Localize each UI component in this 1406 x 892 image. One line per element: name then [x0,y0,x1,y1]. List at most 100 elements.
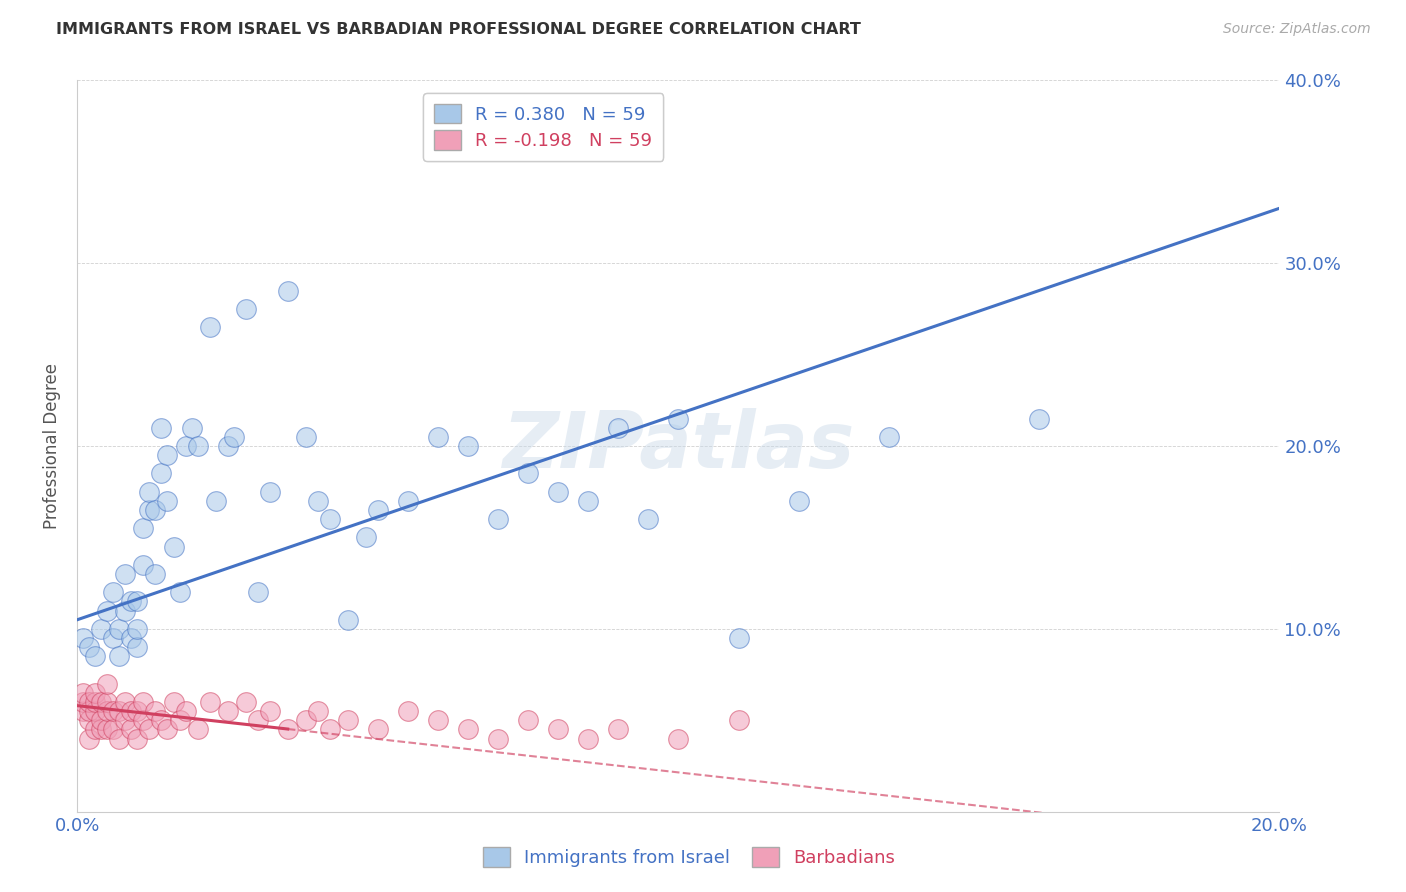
Text: Source: ZipAtlas.com: Source: ZipAtlas.com [1223,22,1371,37]
Point [108,731,131,746]
Point [156,723,179,737]
Point [84,723,107,737]
Point [103,723,125,737]
Point [547,484,569,499]
Point [103,585,125,599]
Point [336,714,359,728]
Point [174,704,197,718]
Point [246,585,269,599]
Point [96,723,118,737]
Point [96,704,118,718]
Legend: R = 0.380   N = 59, R = -0.198   N = 59: R = 0.380 N = 59, R = -0.198 N = 59 [423,93,664,161]
Point [132,558,155,572]
Point [486,731,509,746]
Point [180,421,202,435]
Text: IMMIGRANTS FROM ISRAEL VS BARBADIAN PROFESSIONAL DEGREE CORRELATION CHART: IMMIGRANTS FROM ISRAEL VS BARBADIAN PROF… [56,22,860,37]
Point [114,695,136,709]
Point [576,493,599,508]
Point [72,631,94,645]
Point [367,723,389,737]
Point [222,430,245,444]
Point [138,503,160,517]
Point [294,430,316,444]
Point [90,714,112,728]
Point [259,484,281,499]
Point [246,714,269,728]
Point [427,430,450,444]
Point [127,622,149,636]
Point [132,695,155,709]
Point [727,631,749,645]
Point [517,714,540,728]
Point [79,695,101,709]
Point [138,723,160,737]
Point [277,723,299,737]
Point [120,631,142,645]
Point [150,714,173,728]
Point [72,686,94,700]
Point [114,714,136,728]
Point [156,448,179,462]
Point [103,631,125,645]
Point [367,503,389,517]
Point [319,723,342,737]
Point [787,493,810,508]
Point [187,439,209,453]
Y-axis label: Professional Degree: Professional Degree [44,363,62,529]
Point [637,512,659,526]
Point [145,567,167,582]
Point [517,467,540,481]
Point [84,695,107,709]
Point [396,493,419,508]
Point [668,411,690,425]
Point [457,723,479,737]
Point [198,695,221,709]
Point [108,704,131,718]
Point [114,567,136,582]
Point [217,439,239,453]
Point [79,640,101,655]
Point [169,585,191,599]
Point [187,723,209,737]
Point [138,484,160,499]
Point [132,521,155,535]
Point [145,704,167,718]
Point [396,704,419,718]
Point [162,540,184,554]
Point [307,493,329,508]
Point [354,530,377,544]
Point [877,430,900,444]
Point [114,603,136,617]
Point [547,723,569,737]
Point [79,704,101,718]
Point [120,723,142,737]
Point [198,320,221,334]
Point [336,613,359,627]
Point [108,649,131,664]
Point [427,714,450,728]
Point [174,439,197,453]
Point [79,714,101,728]
Point [132,714,155,728]
Point [103,704,125,718]
Point [319,512,342,526]
Point [90,622,112,636]
Point [150,467,173,481]
Point [235,695,257,709]
Point [169,714,191,728]
Point [127,594,149,608]
Point [217,704,239,718]
Point [156,493,179,508]
Point [607,421,630,435]
Point [204,493,226,508]
Point [145,503,167,517]
Point [457,439,479,453]
Point [727,714,749,728]
Point [668,731,690,746]
Point [607,723,630,737]
Point [486,512,509,526]
Text: ZIPatlas: ZIPatlas [502,408,855,484]
Point [79,731,101,746]
Point [90,695,112,709]
Point [96,695,118,709]
